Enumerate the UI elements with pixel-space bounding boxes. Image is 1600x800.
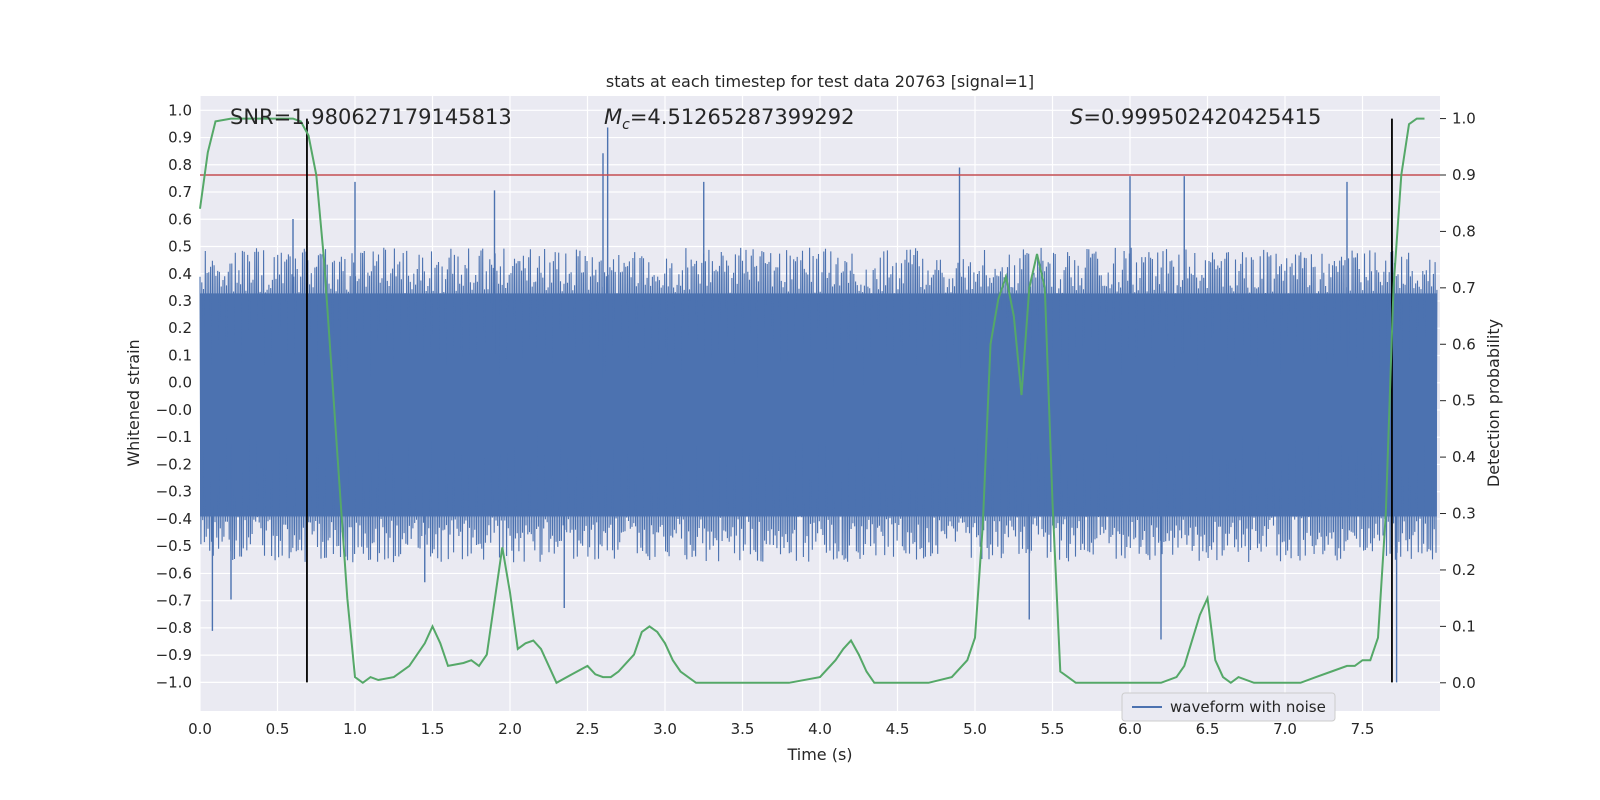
overlay bbox=[200, 118, 1440, 683]
y-tick-label: 0.2 bbox=[168, 319, 192, 337]
chart-title: stats at each timestep for test data 207… bbox=[606, 72, 1034, 91]
x-tick-label: 7.5 bbox=[1351, 720, 1375, 738]
y-tick-label: −0.0 bbox=[156, 401, 192, 419]
y-tick-label: −0.4 bbox=[156, 510, 192, 528]
x-tick-label: 5.5 bbox=[1041, 720, 1065, 738]
x-tick-label: 6.0 bbox=[1118, 720, 1142, 738]
snr-annotation: SNR=1.980627179145813 bbox=[230, 105, 512, 129]
y-tick-label: −0.7 bbox=[156, 592, 192, 610]
y-tick-label: −0.2 bbox=[156, 455, 192, 473]
s-value: =0.999502420425415 bbox=[1083, 105, 1321, 129]
chirp-mass-value: =4.51265287399292 bbox=[630, 105, 855, 129]
x-tick-label: 2.5 bbox=[576, 720, 600, 738]
s-symbol: S bbox=[1070, 105, 1083, 129]
x-tick-label: 1.0 bbox=[343, 720, 367, 738]
waveform-series bbox=[199, 127, 1438, 683]
y2-tick-label: 1.0 bbox=[1452, 110, 1476, 128]
x-tick-label: 1.5 bbox=[421, 720, 445, 738]
s-annotation: S=0.999502420425415 bbox=[1070, 105, 1321, 129]
x-tick-label: 3.0 bbox=[653, 720, 677, 738]
legend-label: waveform with noise bbox=[1170, 698, 1326, 716]
y-tick-label: −0.9 bbox=[156, 646, 192, 664]
legend: waveform with noise bbox=[1121, 692, 1336, 722]
y2-tick-label: 0.6 bbox=[1452, 335, 1476, 353]
y-tick-label: 0.7 bbox=[168, 183, 192, 201]
y2-axis-label: Detection probability bbox=[1484, 319, 1503, 487]
y-tick-label: 0.5 bbox=[168, 238, 192, 256]
y-tick-label: 0.1 bbox=[168, 346, 192, 364]
y-tick-label: −1.0 bbox=[156, 673, 192, 691]
x-tick-label: 0.5 bbox=[266, 720, 290, 738]
y-tick-label: 0.0 bbox=[168, 374, 192, 392]
x-tick-label: 4.0 bbox=[808, 720, 832, 738]
y-axis-label: Whitened strain bbox=[124, 339, 143, 466]
y2-tick-label: 0.4 bbox=[1452, 448, 1476, 466]
x-axis-label: Time (s) bbox=[786, 745, 852, 764]
y2-tick-label: 0.3 bbox=[1452, 505, 1476, 523]
chirp-mass-symbol: M bbox=[604, 105, 622, 129]
chirp-mass-annotation: Mc=4.51265287399292 bbox=[604, 105, 855, 133]
y-tick-label: −0.6 bbox=[156, 564, 192, 582]
waveform-line bbox=[199, 247, 1438, 563]
y2-tick-label: 0.0 bbox=[1452, 674, 1476, 692]
y-tick-label: 0.9 bbox=[168, 129, 192, 147]
y-tick-label: −0.1 bbox=[156, 428, 192, 446]
y2-tick-label: 0.8 bbox=[1452, 222, 1476, 240]
y-tick-label: −0.3 bbox=[156, 483, 192, 501]
x-tick-label: 5.0 bbox=[963, 720, 987, 738]
probability-line bbox=[199, 117, 1425, 685]
x-tick-label: 6.5 bbox=[1196, 720, 1220, 738]
x-tick-label: 7.0 bbox=[1273, 720, 1297, 738]
x-tick-label: 0.0 bbox=[188, 720, 212, 738]
x-tick-label: 2.0 bbox=[498, 720, 522, 738]
chirp-mass-subscript: c bbox=[622, 117, 630, 133]
y-tick-label: 0.6 bbox=[168, 210, 192, 228]
y2-tick-label: 0.1 bbox=[1452, 617, 1476, 635]
y2-tick-label: 0.2 bbox=[1452, 561, 1476, 579]
axes: 0.0 0.5 1.0 1.5 2.0 2.5 3.0 3.5 4.0 4.5 5.0 5.5 6.0 6… bbox=[156, 101, 1476, 738]
y-tick-label: −0.5 bbox=[156, 537, 192, 555]
y-tick-label: 0.4 bbox=[168, 265, 192, 283]
y2-tick-label: 0.9 bbox=[1452, 166, 1476, 184]
y-tick-label: 0.8 bbox=[168, 156, 192, 174]
y-tick-label: 0.3 bbox=[168, 292, 192, 310]
y2-tick-label: 0.5 bbox=[1452, 392, 1476, 410]
legend-box bbox=[1121, 692, 1336, 722]
probability-series bbox=[199, 117, 1425, 685]
y2-tick-label: 0.7 bbox=[1452, 279, 1476, 297]
y-tick-label: −0.8 bbox=[156, 619, 192, 637]
y-tick-label: 1.0 bbox=[168, 101, 192, 119]
x-tick-label: 4.5 bbox=[886, 720, 910, 738]
x-tick-label: 3.5 bbox=[731, 720, 755, 738]
